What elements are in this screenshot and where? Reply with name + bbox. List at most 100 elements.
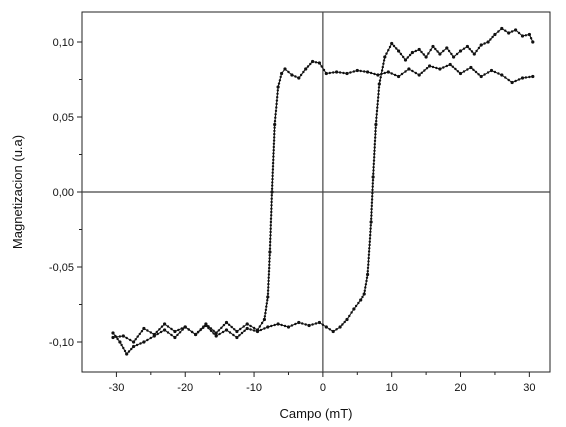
sample-dot <box>227 323 231 326</box>
sample-dot <box>270 207 273 210</box>
data-point <box>352 307 356 311</box>
data-point <box>214 331 218 335</box>
sample-dot <box>385 52 388 55</box>
sample-dot <box>451 65 454 68</box>
sample-dot <box>372 172 375 175</box>
sample-dot <box>477 73 480 76</box>
sample-dot <box>269 234 272 237</box>
sample-dot <box>260 321 264 325</box>
sample-dot <box>228 331 232 334</box>
data-point <box>224 320 229 325</box>
sample-dot <box>354 304 358 308</box>
data-point <box>469 65 473 70</box>
sample-dot <box>272 142 276 145</box>
sample-dot <box>352 70 356 73</box>
sample-dot <box>341 323 344 326</box>
data-point <box>132 344 136 349</box>
sample-dot <box>466 68 469 71</box>
sample-dot <box>276 96 279 99</box>
sample-dot <box>425 67 429 70</box>
sample-dot <box>114 334 117 338</box>
sample-dot <box>269 227 272 230</box>
sample-dot <box>359 69 362 73</box>
data-point <box>531 40 535 44</box>
sample-dot <box>273 132 276 136</box>
y-tick-label: 0,10 <box>53 37 74 49</box>
sample-dot <box>373 152 376 156</box>
sample-dot <box>268 247 272 250</box>
sample-dot <box>343 320 346 324</box>
sample-dot <box>436 50 439 53</box>
data-point <box>163 328 167 332</box>
sample-dot <box>271 165 275 168</box>
sample-dot <box>442 49 445 53</box>
sample-dot <box>136 335 139 338</box>
sample-dot <box>399 52 403 56</box>
sample-dot <box>338 71 342 74</box>
sample-dot <box>381 65 384 69</box>
sample-dot <box>371 179 375 182</box>
sample-dot <box>299 73 303 77</box>
sample-dot <box>335 328 338 331</box>
sample-dot <box>474 70 478 74</box>
sample-dot <box>483 73 486 76</box>
sample-dot <box>272 155 275 158</box>
sample-dot <box>275 106 278 109</box>
sample-dot <box>507 78 510 82</box>
sample-dot <box>445 64 448 68</box>
sample-dot <box>268 244 272 247</box>
sample-dot <box>376 99 380 103</box>
sample-dot <box>270 210 273 214</box>
sample-dot <box>454 67 457 71</box>
sample-dot <box>383 71 386 75</box>
sample-dot <box>263 327 266 330</box>
sample-dot <box>268 263 271 267</box>
sample-dot <box>309 62 312 66</box>
data-point <box>297 320 301 325</box>
sample-dot <box>489 38 492 41</box>
x-axis-ticks: -30 -20 -10 0 10 20 30 <box>108 372 535 394</box>
sample-dot <box>270 197 273 200</box>
sample-dot <box>123 349 127 353</box>
sample-dot <box>139 342 142 345</box>
sample-dot <box>370 198 374 201</box>
sample-dot <box>207 326 210 330</box>
sample-dot <box>371 188 374 192</box>
data-point <box>276 85 280 89</box>
sample-dot <box>420 50 423 54</box>
x-tick-label: 20 <box>454 382 466 394</box>
sample-dot <box>240 331 244 335</box>
sample-dot <box>372 162 375 166</box>
sample-dot <box>176 333 179 337</box>
sample-dot <box>122 346 125 350</box>
sample-dot <box>270 204 273 207</box>
x-tick-label: -30 <box>108 382 124 394</box>
sample-dot <box>404 70 407 73</box>
sample-dot <box>365 276 369 279</box>
sample-dot <box>365 279 368 283</box>
data-point <box>527 32 532 37</box>
y-axis-title: Magnetizacion (u.a) <box>10 135 25 249</box>
sample-dot <box>370 204 373 208</box>
sample-dot <box>517 31 521 35</box>
data-point <box>266 295 270 299</box>
data-point <box>111 335 115 340</box>
sample-dot <box>524 76 528 79</box>
data-point <box>125 352 129 356</box>
sample-dot <box>528 75 531 79</box>
sample-dot <box>504 29 507 32</box>
data-point <box>452 55 456 59</box>
sample-dot <box>370 201 374 204</box>
sample-dot <box>270 324 273 328</box>
sample-dot <box>269 240 272 244</box>
data-point <box>407 67 411 71</box>
sample-dot <box>218 332 221 336</box>
data-point <box>514 28 518 32</box>
sample-dot <box>414 71 417 75</box>
data-point <box>268 250 272 254</box>
sample-dot <box>367 263 370 266</box>
sample-dot <box>263 315 267 318</box>
sample-dot <box>382 62 385 65</box>
data-point <box>362 292 366 296</box>
sample-dot <box>270 214 273 217</box>
